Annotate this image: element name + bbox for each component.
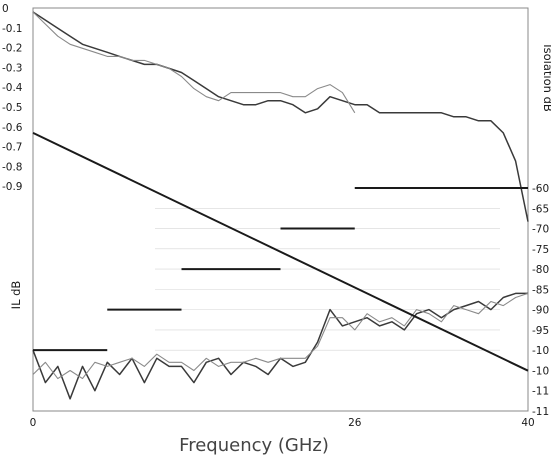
series-line-5 — [32, 131, 529, 372]
y-right-tick-label: -75 — [532, 244, 549, 256]
plot-frame — [32, 7, 529, 412]
y-left-tick-label: -0.5 — [2, 102, 23, 114]
y-right-tick-label: -85 — [532, 284, 549, 296]
y-left-tick-label: -0.2 — [2, 43, 23, 55]
y-right-tick-label: -60 — [532, 183, 549, 195]
y-right-ticks: -60 -65 -70 -75 -80 -85 -90 -95 -10 -10 -11 -11 — [532, 183, 549, 418]
x-tick-label: 40 — [521, 417, 534, 429]
y-left-tick-label: -0.6 — [2, 122, 23, 134]
y-right-tick-label: -90 — [532, 305, 549, 317]
y-left-axis-label: IL dB — [9, 281, 23, 310]
series-group — [32, 11, 529, 400]
spec-steps-group — [33, 187, 528, 352]
y-right-axis-label: Isolation dB — [541, 44, 551, 112]
grid-lines — [155, 207, 500, 351]
y-left-tick-label: 0 — [2, 3, 9, 15]
y-right-tick-label: -11 — [532, 406, 549, 418]
y-right-tick-label: -11 — [532, 386, 549, 398]
y-right-tick-label: -65 — [532, 203, 549, 215]
series-line-1 — [32, 11, 529, 222]
y-left-tick-label: -0.3 — [2, 62, 23, 74]
series-line-2 — [32, 11, 356, 114]
y-left-tick-label: -0.9 — [2, 181, 23, 193]
y-right-tick-label: -80 — [532, 264, 549, 276]
x-axis-label: Frequency (GHz) — [179, 435, 329, 456]
y-right-tick-label: -10 — [532, 345, 549, 357]
y-right-tick-label: -95 — [532, 325, 549, 337]
y-right-tick-label: -70 — [532, 224, 549, 236]
y-left-tick-label: -0.7 — [2, 142, 23, 154]
y-left-tick-label: -0.4 — [2, 82, 23, 94]
x-ticks: 0 26 40 — [30, 417, 535, 429]
x-tick-label: 26 — [348, 417, 362, 429]
y-right-tick-label: -10 — [532, 365, 549, 377]
y-left-tick-label: -0.8 — [2, 161, 23, 173]
y-left-ticks: 0 -0.1 -0.2 -0.3 -0.4 -0.5 -0.6 -0.7 -0.8 -0.9 — [2, 3, 23, 193]
x-tick-label: 0 — [30, 417, 37, 429]
y-left-tick-label: -0.1 — [2, 23, 23, 35]
series-line-4 — [32, 292, 529, 380]
